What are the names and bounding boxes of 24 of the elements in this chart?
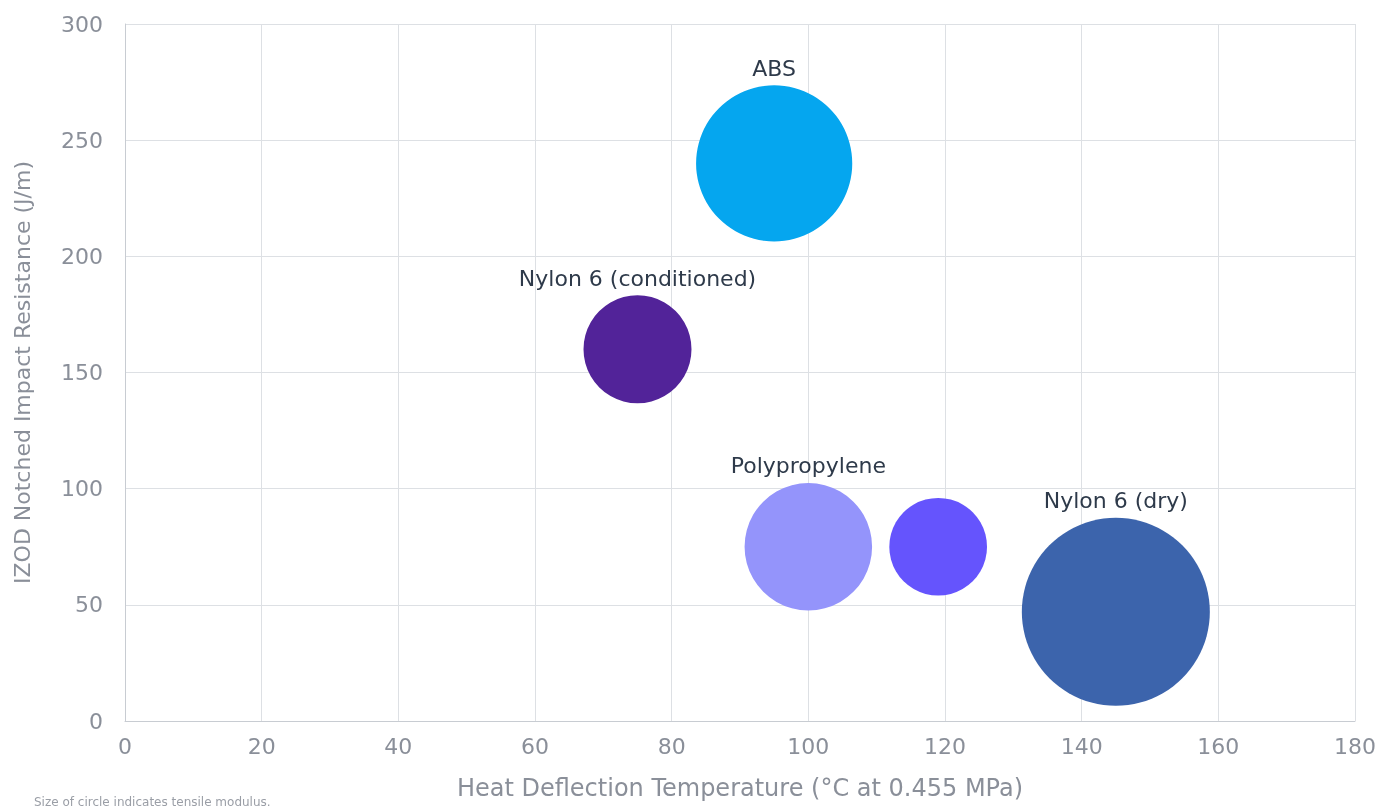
x-tick-label: 120 [924, 733, 966, 759]
series-label: Polypropylene [730, 453, 886, 479]
y-tick-label: 0 [89, 708, 103, 734]
x-tick-label: 180 [1334, 733, 1376, 759]
series-label: Nylon 6 (dry) [1043, 488, 1188, 514]
x-tick-label: 40 [384, 733, 413, 759]
y-tick-label: 200 [61, 243, 103, 269]
y-tick-label: 100 [61, 476, 103, 502]
x-tick-label: 160 [1197, 733, 1240, 759]
x-tick-label: 100 [787, 733, 830, 759]
x-axis-title: Heat Deflection Temperature (°C at 0.455 MPa) [456, 774, 1024, 802]
x-tick-label: 60 [521, 733, 549, 759]
y-tick-label: 50 [75, 592, 103, 618]
y-tick-label: 150 [61, 360, 103, 385]
x-tick-label: 20 [247, 733, 276, 759]
x-tick-label: 140 [1060, 733, 1103, 759]
series-label: ABS [752, 55, 797, 81]
y-axis-title: IZOD Notched Impact Resistance (J/m) [9, 160, 35, 585]
text: Size of circle indicates tensile modulus. [34, 795, 271, 809]
y-tick-label: 250 [61, 127, 103, 153]
x-tick-label: 80 [657, 733, 686, 759]
y-tick-label: 300 [61, 11, 103, 37]
x-tick-label: 0 [118, 733, 132, 759]
series-label: Nylon 6 (conditioned) [518, 265, 757, 291]
